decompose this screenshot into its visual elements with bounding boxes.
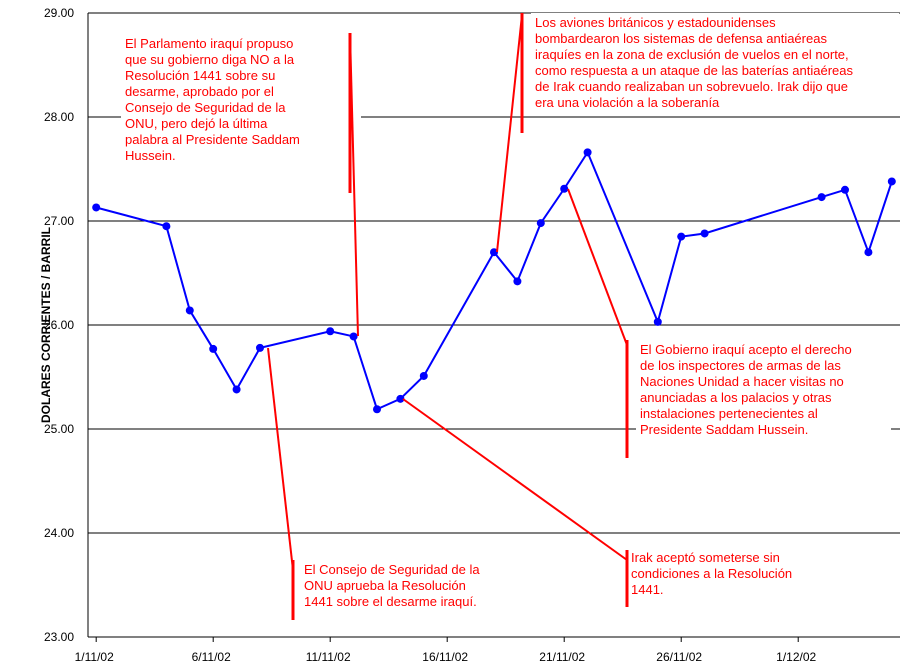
- y-tick-label: 23.00: [44, 630, 74, 644]
- data-point: [864, 248, 873, 257]
- x-tick-label: 21/11/02: [539, 650, 585, 664]
- y-tick-label: 26.00: [44, 318, 74, 332]
- annotation-box: [636, 340, 891, 442]
- y-tick-label: 24.00: [44, 526, 74, 540]
- data-point: [372, 405, 381, 414]
- data-point: [92, 203, 101, 212]
- leader-line: [267, 347, 294, 571]
- x-tick-label: 6/11/02: [192, 650, 231, 664]
- data-point: [653, 317, 662, 326]
- data-point: [887, 177, 896, 186]
- annotation-text: El Gobierno iraquí acepto el derecho: [640, 342, 852, 357]
- data-point: [255, 343, 264, 352]
- annotation-text: instalaciones pertenecientes al: [640, 406, 818, 421]
- y-tick-label: 25.00: [44, 422, 74, 436]
- annotation-text: Los aviones británicos y estadounidenses: [535, 15, 776, 30]
- x-tick-label: 26/11/02: [656, 650, 702, 664]
- annotation-box: [121, 34, 361, 168]
- annotation-text: que su gobierno diga NO a la: [125, 52, 295, 67]
- annotation-text: condiciones a la Resolución: [631, 566, 792, 581]
- annotation-text: 1441.: [631, 582, 664, 597]
- annotation-text: anunciadas a los palacios y otras: [640, 390, 832, 405]
- annotation-text: Resolución 1441 sobre su: [125, 68, 275, 83]
- data-point: [232, 385, 241, 394]
- annotation-text: Naciones Unidad a hacer visitas no: [640, 374, 844, 389]
- y-tick-label: 29.00: [44, 6, 74, 20]
- data-point: [817, 193, 826, 202]
- leader-line: [349, 32, 359, 337]
- annotation-text: desarme, aprobado por el: [125, 84, 274, 99]
- data-point: [583, 148, 592, 157]
- data-point: [419, 371, 428, 380]
- annotation-text: El Parlamento iraquí propuso: [125, 36, 293, 51]
- leader-line: [402, 398, 628, 561]
- annotation-text: palabra al Presidente Saddam: [125, 132, 300, 147]
- annotation-text: iraquíes en la zona de exclusión de vuel…: [535, 47, 849, 62]
- data-point: [677, 232, 686, 241]
- y-axis-label: DOLARES CORRIENTES / BARRIL: [39, 227, 53, 423]
- data-point: [162, 222, 171, 231]
- y-tick-label: 28.00: [44, 110, 74, 124]
- x-tick-label: 11/11/02: [306, 650, 351, 664]
- x-tick-label: 1/11/02: [75, 650, 114, 664]
- data-point: [185, 306, 194, 315]
- data-point: [841, 185, 850, 194]
- annotation-box: [627, 548, 827, 602]
- data-point: [349, 332, 358, 341]
- annotation-text: Irak aceptó someterse sin: [631, 550, 780, 565]
- annotation-text: ONU, pero dejó la última: [125, 116, 268, 131]
- annotation-text: 1441 sobre el desarme iraquí.: [304, 594, 477, 609]
- leader-line: [567, 188, 628, 346]
- annotation-text: era una violación a la soberanía: [535, 95, 720, 110]
- data-point: [700, 229, 709, 238]
- y-tick-label: 27.00: [44, 214, 74, 228]
- data-point: [536, 219, 545, 228]
- data-point: [326, 327, 335, 336]
- annotation-text: El Consejo de Seguridad de la: [304, 562, 480, 577]
- annotation-text: Presidente Saddam Hussein.: [640, 422, 808, 437]
- annotation-box: [300, 560, 515, 614]
- data-point: [513, 277, 522, 286]
- annotation-text: ONU aprueba la Resolución: [304, 578, 466, 593]
- annotation-box: [531, 13, 899, 115]
- data-point: [209, 344, 218, 353]
- annotation-text: de Irak cuando realizaban un sobrevuelo.…: [535, 79, 848, 94]
- annotation-text: de los inspectores de armas de las: [640, 358, 841, 373]
- x-tick-label: 16/11/02: [422, 650, 468, 664]
- data-point: [396, 394, 405, 403]
- annotation-text: como respuesta a un ataque de las baterí…: [535, 63, 853, 78]
- annotation-text: Consejo de Seguridad de la: [125, 100, 286, 115]
- data-point: [560, 184, 569, 193]
- annotation-text: bombardearon los sistemas de defensa ant…: [535, 31, 827, 46]
- data-point: [490, 248, 498, 257]
- leader-line: [496, 14, 523, 253]
- annotation-text: Hussein.: [125, 148, 176, 163]
- x-tick-label: 1/12/02: [776, 650, 816, 664]
